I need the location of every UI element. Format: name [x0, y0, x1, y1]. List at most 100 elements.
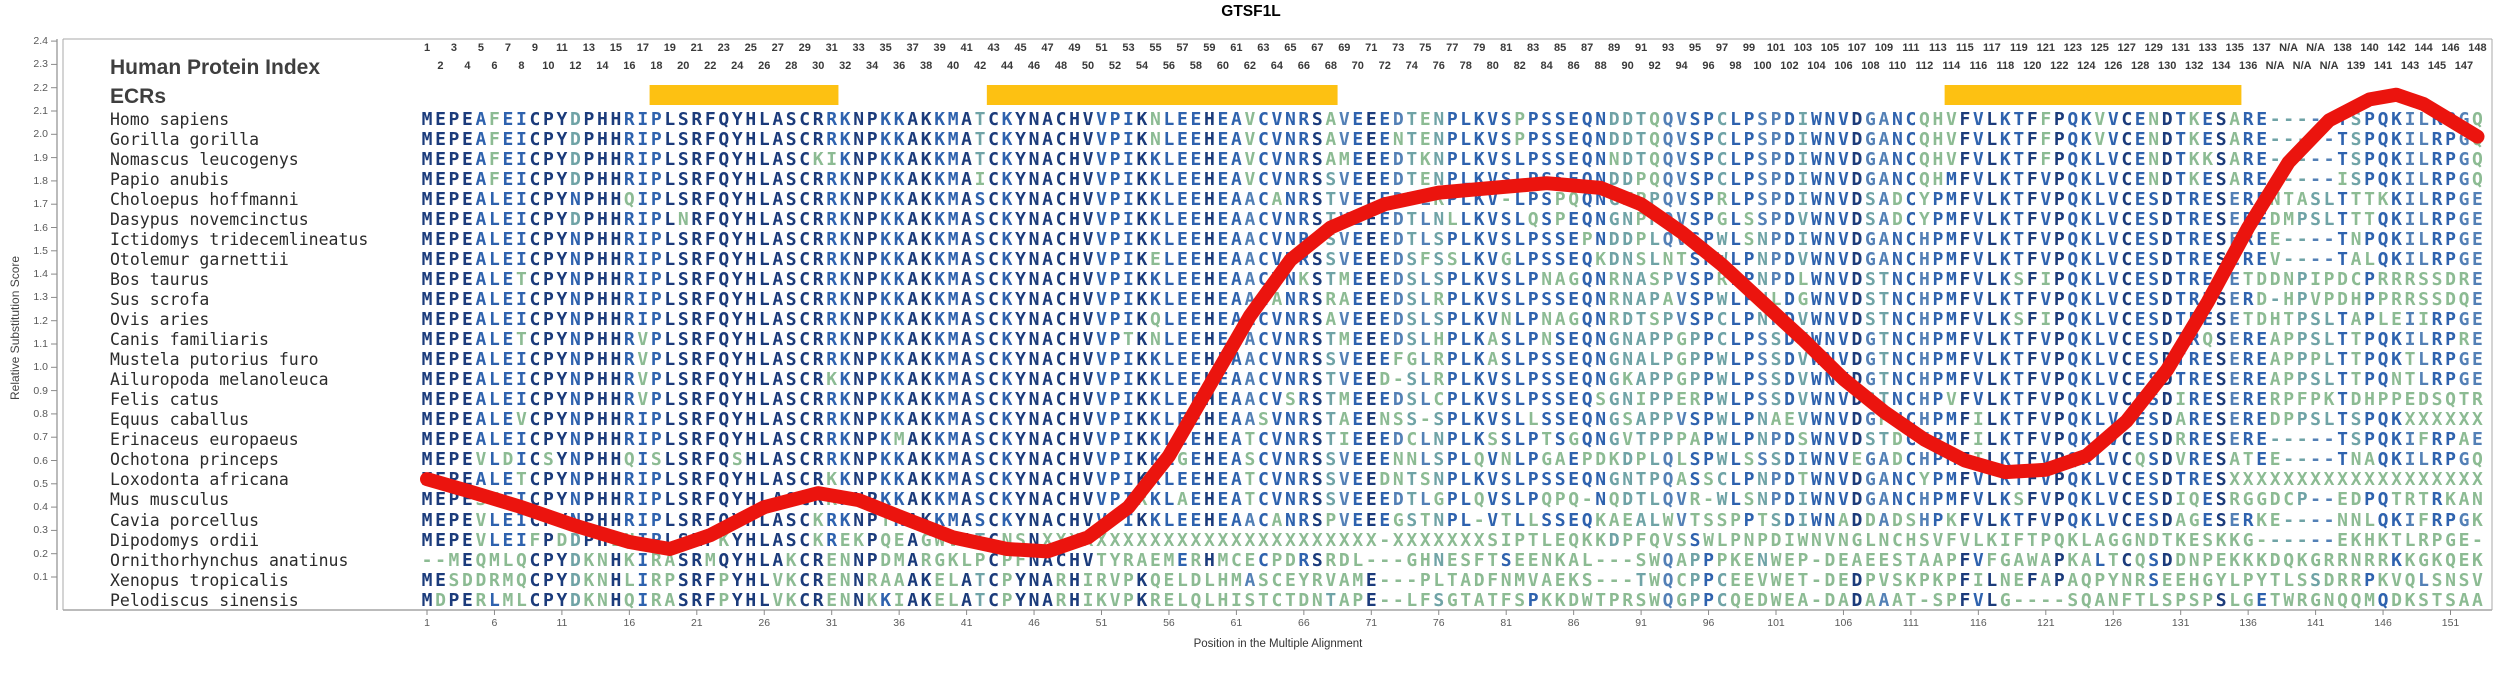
species-name: Loxodonta africana [110, 470, 289, 489]
column-label: 62 [1232, 60, 1268, 72]
column-label: N/A [2298, 42, 2334, 54]
column-label: 35 [868, 42, 904, 54]
column-label: 136 [2230, 60, 2266, 72]
column-label: 55 [1137, 42, 1173, 54]
column-label: 146 [2433, 42, 2469, 54]
column-label: 64 [1259, 60, 1295, 72]
species-name: Mus musculus [110, 490, 229, 509]
column-label: 75 [1407, 42, 1443, 54]
column-label: 33 [841, 42, 877, 54]
column-label: 130 [2149, 60, 2185, 72]
column-label: N/A [2284, 60, 2320, 72]
column-label: 82 [1502, 60, 1538, 72]
column-label: 60 [1205, 60, 1241, 72]
species-name: Canis familiaris [110, 330, 269, 349]
column-label: 15 [598, 42, 634, 54]
column-label: 138 [2325, 42, 2361, 54]
column-label: N/A [2257, 60, 2293, 72]
species-name: Choloepus hoffmanni [110, 190, 299, 209]
column-label: 59 [1191, 42, 1227, 54]
column-label: 106 [1825, 60, 1861, 72]
column-label: 110 [1879, 60, 1915, 72]
column-label: 6 [476, 60, 512, 72]
column-label: 79 [1461, 42, 1497, 54]
column-label: 85 [1542, 42, 1578, 54]
column-label: 49 [1057, 42, 1093, 54]
column-label: 63 [1245, 42, 1281, 54]
column-label: 88 [1583, 60, 1619, 72]
column-label: N/A [2271, 42, 2307, 54]
column-label: 44 [989, 60, 1025, 72]
column-label: 120 [2014, 60, 2050, 72]
column-label: 51 [1084, 42, 1120, 54]
column-label: 70 [1340, 60, 1376, 72]
column-label: 45 [1003, 42, 1039, 54]
column-label: 13 [571, 42, 607, 54]
column-label: 103 [1785, 42, 1821, 54]
column-label: 133 [2190, 42, 2226, 54]
column-label: 50 [1070, 60, 1106, 72]
column-label: 16 [611, 60, 647, 72]
column-label: 61 [1218, 42, 1254, 54]
column-label: 87 [1569, 42, 1605, 54]
column-label: 40 [935, 60, 971, 72]
column-label: 102 [1771, 60, 1807, 72]
column-label: 135 [2217, 42, 2253, 54]
column-label: 112 [1906, 60, 1942, 72]
column-label: 57 [1164, 42, 1200, 54]
column-label: 72 [1367, 60, 1403, 72]
column-label: 74 [1394, 60, 1430, 72]
column-label: 147 [2446, 60, 2482, 72]
species-name: Ochotona princeps [110, 450, 279, 469]
column-label: 142 [2379, 42, 2415, 54]
column-label: 47 [1030, 42, 1066, 54]
column-label: 137 [2244, 42, 2280, 54]
column-label: 113 [1920, 42, 1956, 54]
column-label: 7 [490, 42, 526, 54]
ecr-bar [986, 85, 1338, 105]
column-label: 140 [2352, 42, 2388, 54]
column-label: 84 [1529, 60, 1565, 72]
column-label: 20 [665, 60, 701, 72]
species-name: Ovis aries [110, 310, 209, 329]
column-label: 116 [1960, 60, 1996, 72]
column-label: 80 [1475, 60, 1511, 72]
column-label: 125 [2082, 42, 2118, 54]
column-label: 115 [1947, 42, 1983, 54]
column-label: 78 [1448, 60, 1484, 72]
ecrs-label: ECRs [110, 85, 166, 109]
column-label: 54 [1124, 60, 1160, 72]
column-label: 105 [1812, 42, 1848, 54]
ecr-bar [649, 85, 839, 105]
column-label: 27 [760, 42, 796, 54]
column-label: 21 [679, 42, 715, 54]
column-label: 131 [2163, 42, 2199, 54]
column-label: 32 [827, 60, 863, 72]
column-label: 24 [719, 60, 755, 72]
column-label: 43 [976, 42, 1012, 54]
column-label: 132 [2176, 60, 2212, 72]
column-label: 71 [1353, 42, 1389, 54]
column-label: 111 [1893, 42, 1929, 54]
column-label: 81 [1488, 42, 1524, 54]
column-label: 139 [2338, 60, 2374, 72]
column-label: 92 [1637, 60, 1673, 72]
column-label: 29 [787, 42, 823, 54]
column-label: 23 [706, 42, 742, 54]
species-name: Erinaceus europaeus [110, 430, 299, 449]
column-label: 123 [2055, 42, 2091, 54]
column-label: 4 [449, 60, 485, 72]
species-name: Papio anubis [110, 170, 229, 189]
column-label: 141 [2365, 60, 2401, 72]
column-label: 86 [1556, 60, 1592, 72]
column-label: 5 [463, 42, 499, 54]
species-name: Sus scrofa [110, 290, 209, 309]
column-label: 68 [1313, 60, 1349, 72]
column-label: 129 [2136, 42, 2172, 54]
human-protein-index-label: Human Protein Index [110, 56, 320, 80]
species-name: Ictidomys tridecemlineatus [110, 230, 368, 249]
column-label: 97 [1704, 42, 1740, 54]
column-label: 28 [773, 60, 809, 72]
